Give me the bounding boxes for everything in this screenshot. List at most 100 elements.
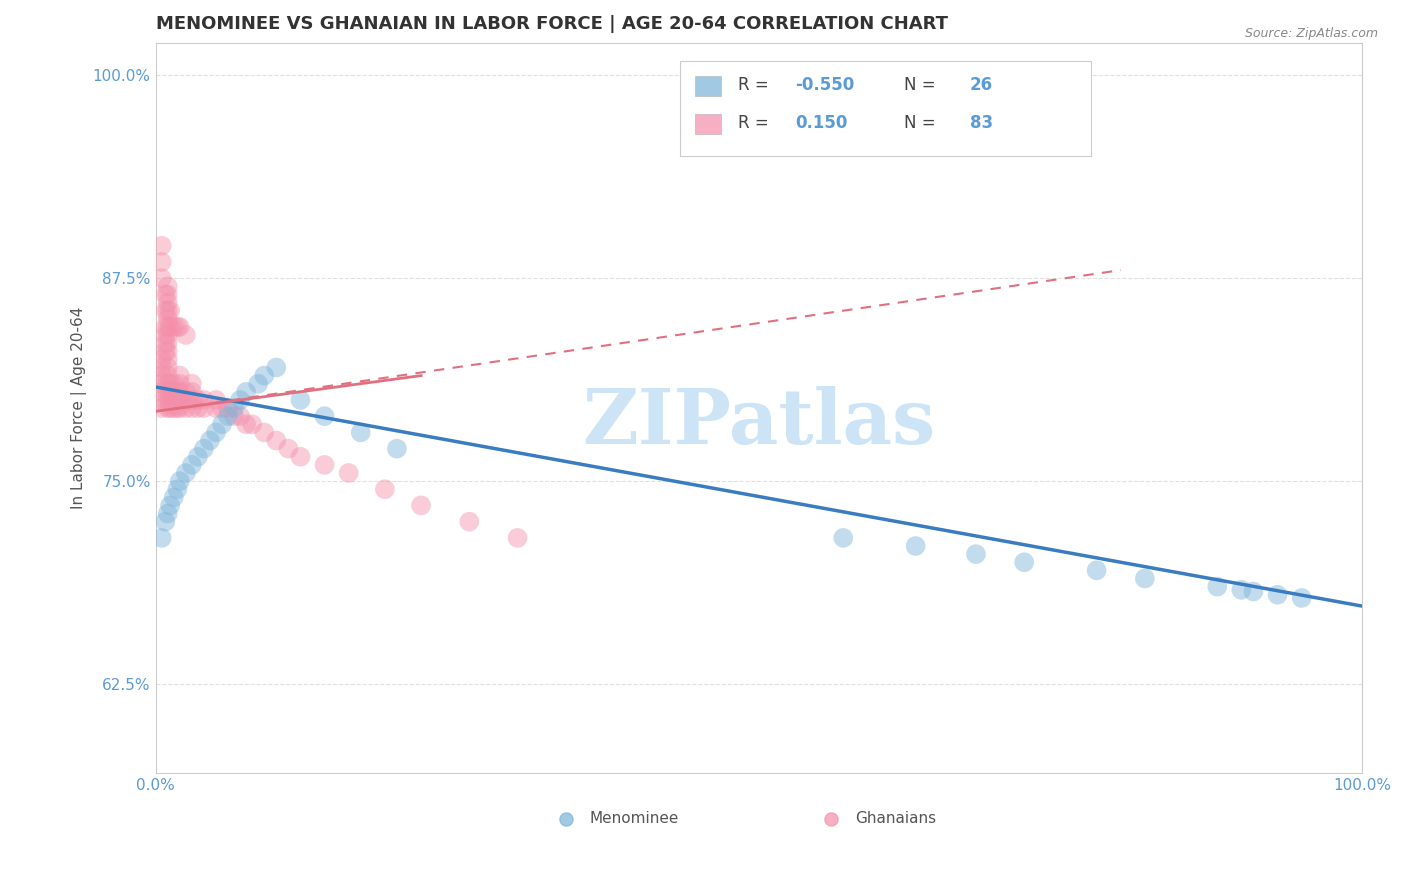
Point (350, 425, 373, 440)
Point (222, 401, 245, 415)
Point (155, 303, 177, 318)
Point (150, 531, 173, 545)
Point (159, 401, 181, 415)
Text: R =: R = (738, 76, 775, 95)
Point (169, 392, 191, 407)
Point (150, 384, 173, 399)
Point (156, 279, 179, 293)
Point (155, 515, 177, 529)
Text: Source: ZipAtlas.com: Source: ZipAtlas.com (1244, 27, 1378, 40)
Point (187, 450, 209, 464)
Point (458, 515, 481, 529)
Point (180, 458, 202, 472)
Point (193, 442, 215, 456)
Point (166, 384, 188, 399)
Text: 26: 26 (970, 76, 993, 95)
Point (150, 376, 173, 391)
Point (159, 499, 181, 513)
Point (169, 368, 191, 383)
Point (180, 401, 202, 415)
Point (211, 401, 233, 415)
Point (156, 287, 179, 301)
Text: -0.550: -0.550 (794, 76, 855, 95)
Point (965, 547, 987, 561)
Point (150, 368, 173, 383)
Point (150, 255, 173, 269)
Point (163, 319, 186, 334)
Point (820, 812, 842, 826)
Point (166, 401, 188, 415)
Point (159, 303, 181, 318)
Point (169, 401, 191, 415)
Text: Ghanaians: Ghanaians (855, 811, 936, 826)
Point (554, 812, 576, 826)
Point (205, 392, 228, 407)
Point (156, 344, 179, 359)
Point (1230, 582, 1253, 597)
Point (290, 450, 312, 464)
Point (1012, 555, 1035, 569)
Point (150, 352, 173, 367)
Point (180, 392, 202, 407)
Point (385, 442, 408, 456)
Text: R =: R = (738, 114, 775, 132)
Point (217, 401, 239, 415)
Text: MENOMINEE VS GHANAIAN IN LABOR FORCE | AGE 20-64 CORRELATION CHART: MENOMINEE VS GHANAIAN IN LABOR FORCE | A… (156, 15, 948, 33)
Point (166, 392, 188, 407)
Point (150, 360, 173, 375)
Point (198, 434, 221, 448)
Point (155, 344, 177, 359)
Point (169, 319, 191, 334)
Point (156, 328, 179, 343)
Point (174, 328, 197, 343)
Point (187, 401, 209, 415)
Point (156, 295, 179, 310)
Point (159, 384, 181, 399)
Point (159, 376, 181, 391)
Point (1133, 572, 1156, 586)
Point (229, 392, 252, 407)
Point (150, 392, 173, 407)
Point (163, 392, 186, 407)
Point (159, 392, 181, 407)
Point (163, 401, 186, 415)
Point (155, 319, 177, 334)
Point (187, 392, 209, 407)
Text: 0.150: 0.150 (794, 114, 848, 132)
Point (1241, 584, 1264, 599)
Point (163, 384, 186, 399)
Point (163, 491, 186, 505)
Point (193, 401, 215, 415)
Text: N =: N = (904, 114, 941, 132)
Point (211, 417, 233, 432)
Point (229, 409, 252, 424)
Point (156, 303, 179, 318)
Point (266, 434, 288, 448)
Point (222, 409, 245, 424)
Point (266, 360, 288, 375)
Point (409, 499, 432, 513)
Point (253, 425, 276, 440)
Point (1267, 588, 1289, 602)
FancyBboxPatch shape (695, 76, 721, 96)
Point (1085, 563, 1108, 577)
Point (150, 239, 173, 253)
Point (174, 392, 197, 407)
Point (156, 319, 179, 334)
Point (155, 336, 177, 351)
Point (150, 401, 173, 415)
FancyBboxPatch shape (695, 114, 721, 134)
Text: N =: N = (904, 76, 941, 95)
Point (174, 466, 197, 480)
Point (193, 392, 215, 407)
Text: ZIPatlas: ZIPatlas (582, 385, 935, 459)
Point (904, 539, 927, 553)
Point (169, 376, 191, 391)
Point (217, 409, 239, 424)
Point (156, 401, 179, 415)
Point (156, 360, 179, 375)
Point (180, 384, 202, 399)
Point (337, 466, 360, 480)
Point (240, 417, 263, 432)
Text: Menominee: Menominee (591, 811, 679, 826)
